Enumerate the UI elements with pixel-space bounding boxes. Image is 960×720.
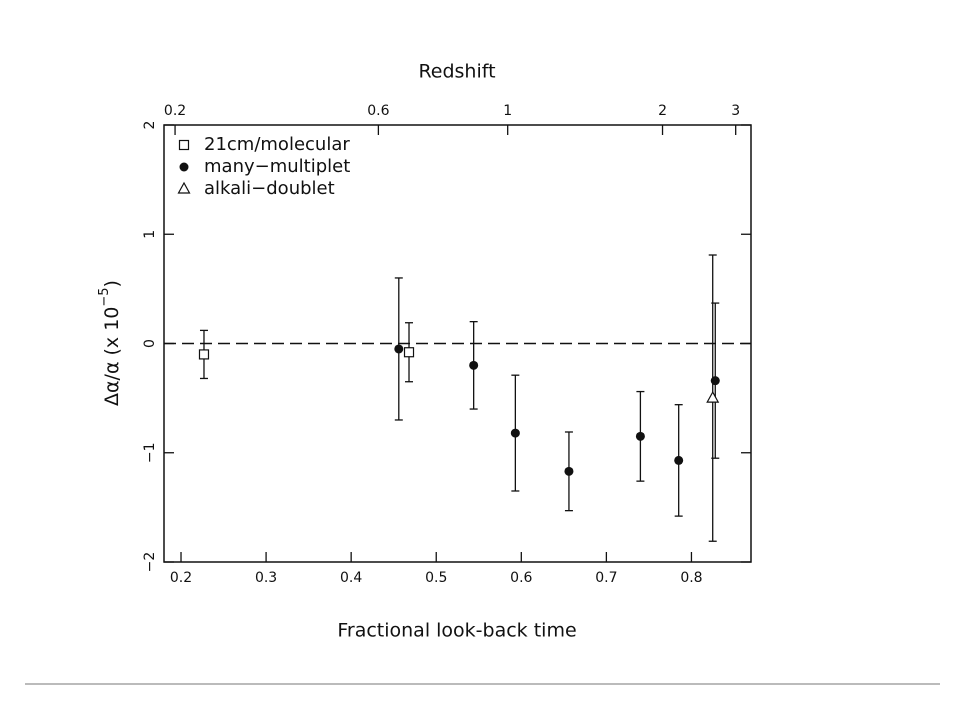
legend-marker [178, 139, 190, 151]
point [198, 349, 210, 360]
legend-label: many−multiplet [204, 156, 350, 177]
point [510, 428, 520, 438]
y-tick-label: −1 [142, 442, 158, 463]
point [635, 431, 645, 441]
point [403, 347, 415, 358]
y-axis-title: Δα/α (x 10−5) [97, 280, 123, 406]
x2-tick-label: 1 [503, 103, 512, 119]
point [706, 390, 720, 403]
point [469, 360, 479, 370]
x2-tick-label: 0.6 [367, 103, 389, 119]
x2-tick-label: 2 [658, 103, 667, 119]
y-tick-label: 2 [142, 121, 158, 130]
point [674, 455, 684, 465]
x-tick-label: 0.5 [425, 570, 447, 586]
y-tick-label: 0 [142, 339, 158, 348]
x2-axis-title: Redshift [418, 61, 495, 83]
x-tick-label: 0.7 [595, 570, 617, 586]
point [564, 466, 574, 476]
legend-label: alkali−doublet [204, 178, 335, 199]
x-tick-label: 0.8 [680, 570, 702, 586]
y-axis-title-suffix: ) [101, 280, 123, 287]
x-axis-title: Fractional look-back time [337, 620, 576, 642]
x-tick-label: 0.2 [170, 570, 192, 586]
x2-tick-label: 3 [731, 103, 740, 119]
y-axis-title-text: Δα/α (x 10 [101, 307, 123, 406]
x-tick-label: 0.6 [510, 570, 532, 586]
x-tick-label: 0.3 [255, 570, 277, 586]
legend-marker [179, 162, 189, 172]
y-tick-label: 1 [142, 230, 158, 239]
y-tick-label: −2 [142, 552, 158, 573]
legend-marker [177, 181, 191, 194]
y-axis-title-exp: −5 [97, 287, 112, 306]
x2-tick-label: 0.2 [164, 103, 186, 119]
point [394, 344, 404, 354]
legend-label: 21cm/molecular [204, 134, 350, 155]
x-tick-label: 0.4 [340, 570, 362, 586]
